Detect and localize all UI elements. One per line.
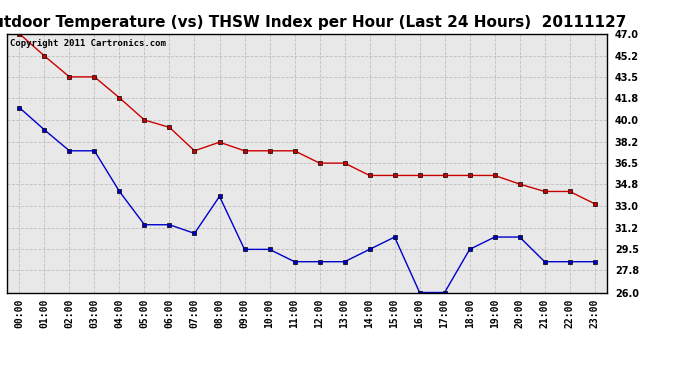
Text: Outdoor Temperature (vs) THSW Index per Hour (Last 24 Hours)  20111127: Outdoor Temperature (vs) THSW Index per …: [0, 15, 627, 30]
Text: Copyright 2011 Cartronics.com: Copyright 2011 Cartronics.com: [10, 39, 166, 48]
